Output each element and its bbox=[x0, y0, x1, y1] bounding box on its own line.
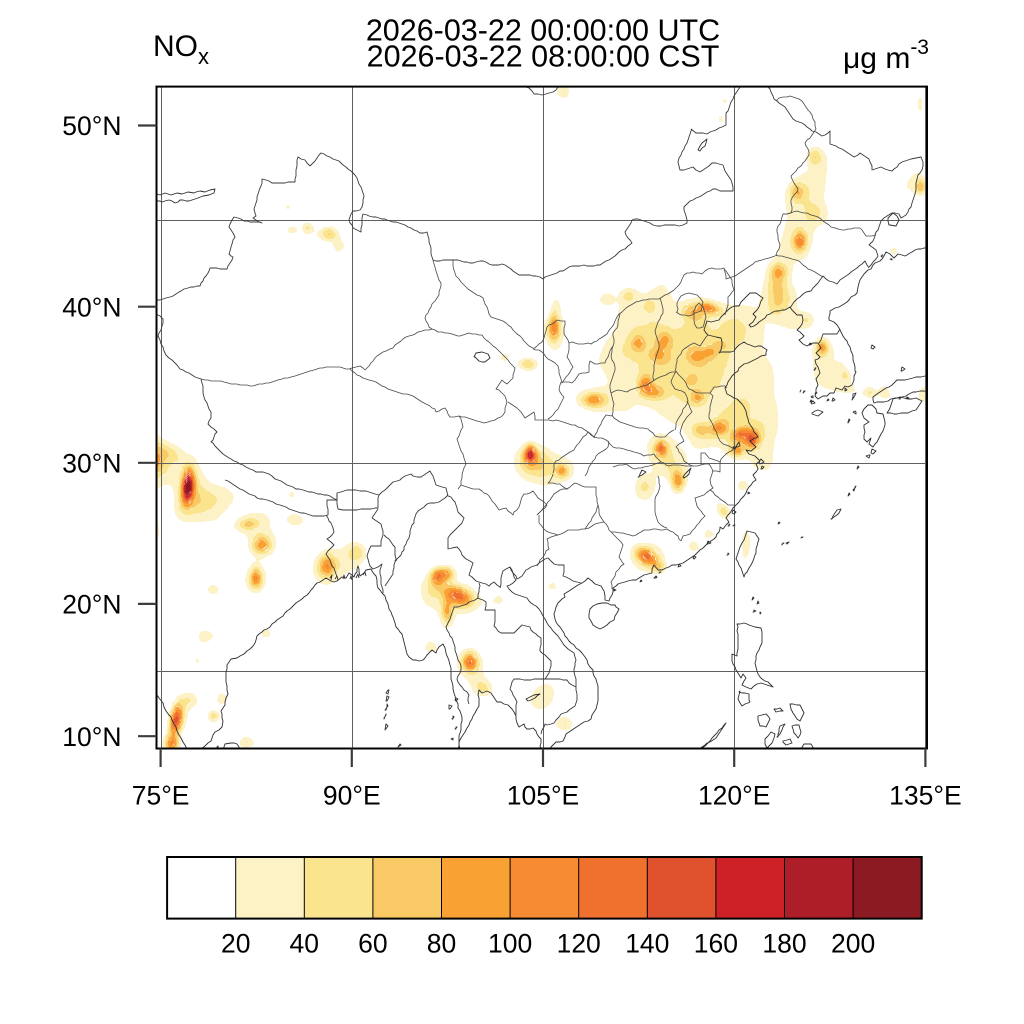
svg-text:2026-03-22 00:00:00 UTC: 2026-03-22 00:00:00 UTC bbox=[366, 14, 720, 48]
svg-text:135°E: 135°E bbox=[889, 781, 962, 811]
svg-text:2026-03-22 08:00:00 CST: 2026-03-22 08:00:00 CST bbox=[367, 40, 720, 74]
svg-text:30°N: 30°N bbox=[62, 448, 121, 478]
svg-text:75°E: 75°E bbox=[132, 781, 190, 811]
svg-text:40°N: 40°N bbox=[62, 292, 121, 322]
svg-text:120°E: 120°E bbox=[698, 781, 771, 811]
svg-text:90°E: 90°E bbox=[323, 781, 381, 811]
svg-text:80: 80 bbox=[427, 929, 456, 959]
svg-text:20: 20 bbox=[221, 929, 250, 959]
svg-text:100: 100 bbox=[488, 929, 532, 959]
svg-text:60: 60 bbox=[358, 929, 387, 959]
svg-text:160: 160 bbox=[694, 929, 738, 959]
svg-text:120: 120 bbox=[557, 929, 601, 959]
svg-text:40: 40 bbox=[290, 929, 319, 959]
svg-text:105°E: 105°E bbox=[507, 781, 580, 811]
svg-text:50°N: 50°N bbox=[62, 111, 121, 141]
svg-text:140: 140 bbox=[625, 929, 669, 959]
svg-text:10°N: 10°N bbox=[62, 722, 121, 752]
svg-text:200: 200 bbox=[831, 929, 875, 959]
svg-text:180: 180 bbox=[762, 929, 806, 959]
svg-text:20°N: 20°N bbox=[62, 590, 121, 620]
